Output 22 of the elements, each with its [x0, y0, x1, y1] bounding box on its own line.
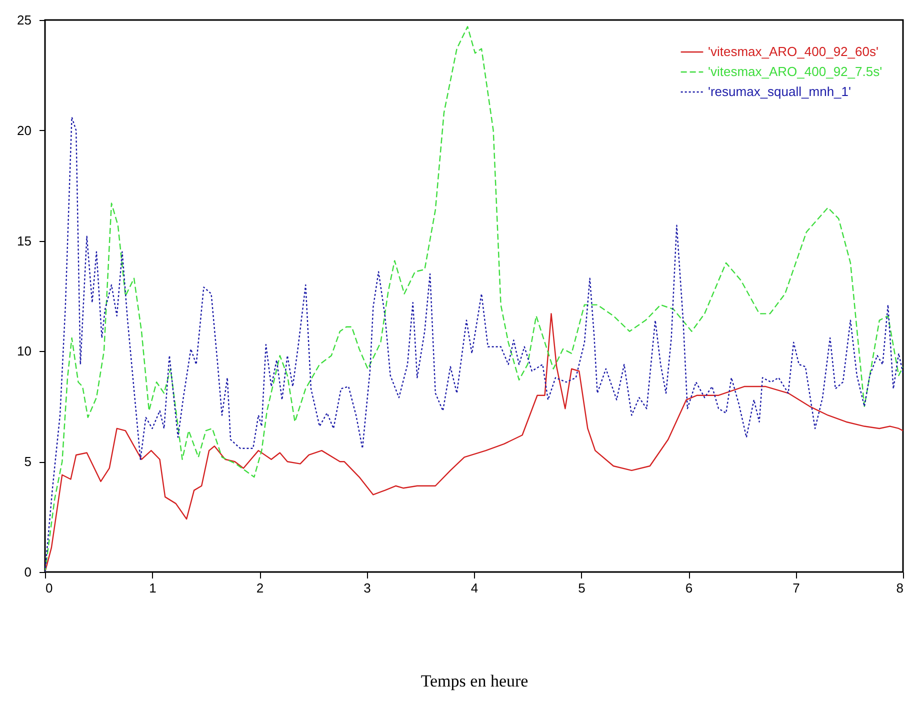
- legend-label: 'vitesmax_ARO_400_92_60s': [708, 44, 878, 59]
- legend-label: 'vitesmax_ARO_400_92_7.5s': [708, 64, 882, 79]
- y-tick-label: 0: [24, 564, 32, 580]
- line-series: [45, 26, 903, 572]
- line-series: [45, 116, 903, 572]
- x-tick-label: 4: [470, 580, 478, 596]
- y-tick-label: 10: [17, 344, 32, 359]
- x-tick-label: 6: [685, 580, 693, 596]
- x-tick-label: 8: [896, 580, 904, 596]
- line-series: [45, 313, 903, 572]
- x-tick-label: 7: [792, 580, 800, 596]
- x-axis-title: Temps en heure: [420, 672, 528, 690]
- y-tick-label: 5: [24, 454, 32, 470]
- x-tick-label: 2: [256, 580, 264, 596]
- y-tick-label: 15: [17, 233, 32, 248]
- y-tick-label: 20: [17, 122, 32, 138]
- legend-label: 'resumax_squall_mnh_1': [708, 84, 851, 99]
- x-tick-label: 0: [46, 580, 53, 596]
- x-tick-label: 3: [364, 580, 371, 596]
- x-tick-label: 1: [149, 580, 156, 596]
- x-tick-label: 5: [578, 580, 586, 596]
- y-tick-label: 25: [17, 12, 32, 28]
